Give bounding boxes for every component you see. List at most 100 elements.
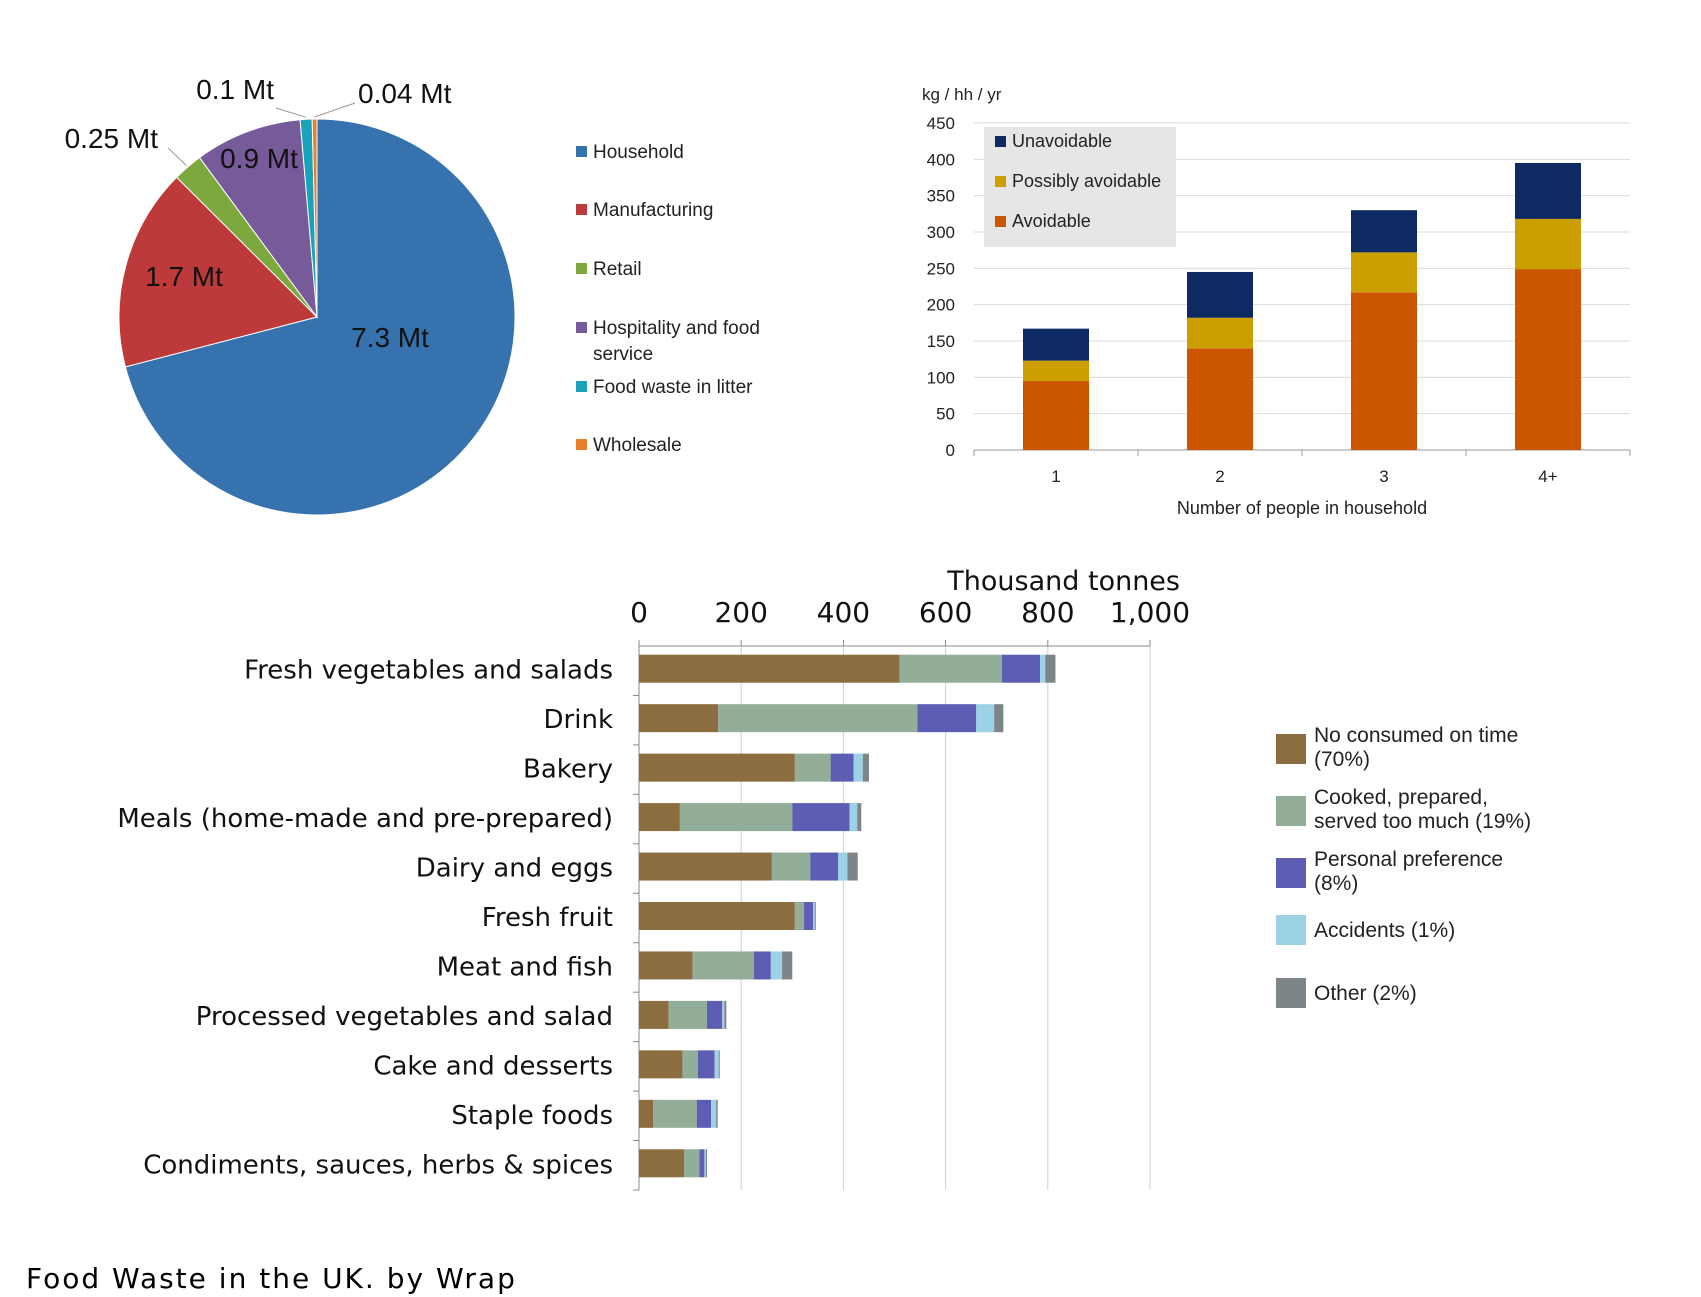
bar-segment-no-consumed-on-time-70-staple-foods xyxy=(639,1099,654,1128)
bar-segment-other-2-condiments-sauces-herbs-spices xyxy=(705,1149,707,1178)
pie-slice-manufacturing xyxy=(118,176,318,368)
bar-x-tick-label: 0 xyxy=(630,596,648,629)
column-y-tick-label: 150 xyxy=(927,332,955,351)
pie-legend-swatch-food-waste-in-litter xyxy=(576,381,587,392)
pie-legend-label-household: Household xyxy=(593,142,684,163)
pie-legend-label-service: service xyxy=(593,344,653,365)
column-legend-label-possibly-avoidable: Possibly avoidable xyxy=(1012,171,1161,191)
pie-value-label-wholesale: 0.04 Mt xyxy=(358,78,452,109)
pie-slice-household xyxy=(124,118,516,516)
column-bar-avoidable-4 xyxy=(1515,269,1581,450)
pie-legend-label-food-waste-in-litter: Food waste in litter xyxy=(593,377,753,398)
bar-category-label-condiments-sauces-herbs-spices: Condiments, sauces, herbs & spices xyxy=(143,1150,613,1180)
column-y-tick-label: 50 xyxy=(936,405,955,424)
pie-value-label-manufacturing: 1.7 Mt xyxy=(145,261,223,292)
column-bar-avoidable-1 xyxy=(1023,380,1089,450)
column-bar-possibly-avoidable-4 xyxy=(1515,218,1581,270)
bar-legend-swatch-other-2 xyxy=(1276,978,1306,1008)
bar-category-label-staple-foods: Staple foods xyxy=(451,1101,613,1131)
bar-segment-personal-preference-8-cake-and-desserts xyxy=(697,1050,715,1079)
bar-segment-other-2-fresh-vegetables-and-salads xyxy=(1045,654,1056,683)
bar-segment-other-2-bakery xyxy=(862,753,869,782)
column-legend-label-avoidable: Avoidable xyxy=(1012,211,1091,231)
bar-segment-cooked-prepared-served-too-much-19-cake-and-desserts xyxy=(682,1050,698,1079)
bar-segment-no-consumed-on-time-70-cake-and-desserts xyxy=(639,1050,683,1079)
bar-x-tick-label: 800 xyxy=(1021,596,1074,629)
column-x-axis-label: Number of people in household xyxy=(1177,498,1427,518)
bar-legend-label: Cooked, prepared, xyxy=(1314,786,1488,809)
bar-x-tick-label: 1,000 xyxy=(1110,596,1190,629)
bar-legend-label: (8%) xyxy=(1314,872,1358,895)
column-x-tick-label: 3 xyxy=(1379,467,1388,486)
bar-legend-swatch-personal-preference-8 xyxy=(1276,858,1306,888)
footer-title: Food Waste in the UK. by Wrap xyxy=(26,1262,517,1295)
column-legend-label-unavoidable: Unavoidable xyxy=(1012,131,1112,151)
bar-segment-personal-preference-8-condiments-sauces-herbs-spices xyxy=(699,1149,705,1178)
bar-segment-cooked-prepared-served-too-much-19-staple-foods xyxy=(653,1099,697,1128)
bar-category-label-meat-and-fish: Meat and fish xyxy=(437,952,613,982)
column-bar-possibly-avoidable-3 xyxy=(1351,252,1417,293)
bar-segment-no-consumed-on-time-70-meat-and-fish xyxy=(639,951,693,980)
bar-segment-other-2-staple-foods xyxy=(716,1099,718,1128)
food-category-legend: No consumed on time(70%) Cooked, prepared… xyxy=(1276,724,1531,1008)
bar-segment-other-2-fresh-fruit xyxy=(814,902,816,930)
bar-legend-label: served too much (19%) xyxy=(1314,810,1531,833)
pie-slice-wholesale xyxy=(311,118,318,318)
bar-segment-accidents-1-meals-home-made-and-pre-prepared xyxy=(849,803,858,832)
bar-segment-accidents-1-processed-vegetables-and-salad xyxy=(722,1000,725,1029)
bar-category-label-fresh-fruit: Fresh fruit xyxy=(482,903,613,933)
column-y-tick-label: 450 xyxy=(927,114,955,133)
bar-segment-accidents-1-fresh-vegetables-and-salads xyxy=(1040,654,1046,683)
bar-x-axis-label: Thousand tonnes xyxy=(946,566,1180,597)
bar-segment-other-2-meals-home-made-and-pre-prepared xyxy=(857,803,862,832)
bar-legend-label: Accidents (1%) xyxy=(1314,919,1455,942)
column-y-tick-label: 100 xyxy=(927,368,955,387)
bar-segment-other-2-cake-and-desserts xyxy=(718,1050,720,1079)
bar-segment-accidents-1-dairy-and-eggs xyxy=(838,852,848,881)
bar-segment-accidents-1-drink xyxy=(976,704,995,733)
bar-segment-personal-preference-8-staple-foods xyxy=(696,1099,712,1128)
bar-legend-label: (70%) xyxy=(1314,748,1370,771)
bar-segment-other-2-dairy-and-eggs xyxy=(847,852,858,881)
bar-category-label-meals-home-made-and-pre-prepared: Meals (home-made and pre-prepared) xyxy=(117,804,613,834)
bar-segment-personal-preference-8-processed-vegetables-and-salad xyxy=(706,1000,723,1029)
bar-segment-personal-preference-8-dairy-and-eggs xyxy=(810,852,839,881)
bar-segment-accidents-1-condiments-sauces-herbs-spices xyxy=(704,1149,706,1178)
bar-segment-other-2-drink xyxy=(994,704,1004,733)
column-y-tick-label: 200 xyxy=(927,296,955,315)
bar-x-tick-label: 400 xyxy=(817,596,870,629)
bar-segment-cooked-prepared-served-too-much-19-dairy-and-eggs xyxy=(771,852,811,881)
bar-segment-cooked-prepared-served-too-much-19-meals-home-made-and-pre-prepared xyxy=(679,803,793,832)
bar-category-label-bakery: Bakery xyxy=(523,755,613,785)
pie-leader-line-retail xyxy=(167,147,187,166)
bar-category-label-drink: Drink xyxy=(544,705,613,735)
column-y-axis-label: kg / hh / yr xyxy=(922,85,1002,104)
bar-legend-swatch-accidents-1 xyxy=(1276,915,1306,945)
column-bar-unavoidable-2 xyxy=(1187,271,1253,318)
pie-legend-label-retail: Retail xyxy=(593,259,642,280)
bar-segment-no-consumed-on-time-70-meals-home-made-and-pre-prepared xyxy=(639,803,680,832)
pie-legend-swatch-manufacturing xyxy=(576,204,587,215)
column-x-tick-label: 2 xyxy=(1215,467,1224,486)
pie-legend-swatch-hospitality-and-food xyxy=(576,322,587,333)
column-bar-possibly-avoidable-2 xyxy=(1187,317,1253,349)
column-x-tick-label: 4+ xyxy=(1538,467,1557,486)
pie-value-label-retail: 0.25 Mt xyxy=(65,123,159,154)
bar-segment-other-2-processed-vegetables-and-salad xyxy=(724,1000,727,1029)
bar-category-label-fresh-vegetables-and-salads: Fresh vegetables and salads xyxy=(244,656,613,686)
bar-segment-no-consumed-on-time-70-condiments-sauces-herbs-spices xyxy=(639,1149,684,1178)
bar-x-tick-label: 600 xyxy=(919,596,972,629)
bar-segment-accidents-1-meat-and-fish xyxy=(770,951,783,980)
bar-segment-no-consumed-on-time-70-dairy-and-eggs xyxy=(639,852,772,881)
bar-segment-cooked-prepared-served-too-much-19-fresh-vegetables-and-salads xyxy=(899,654,1002,683)
column-legend-swatch-possibly-avoidable xyxy=(995,176,1006,187)
column-y-tick-label: 300 xyxy=(927,223,955,242)
column-y-tick-label: 400 xyxy=(927,150,955,169)
column-y-tick-label: 250 xyxy=(927,259,955,278)
bar-category-label-dairy-and-eggs: Dairy and eggs xyxy=(416,854,613,884)
pie-leader-line-food-waste-in-litter xyxy=(275,107,307,118)
column-x-tick-label: 1 xyxy=(1051,467,1060,486)
bar-segment-accidents-1-staple-foods xyxy=(711,1099,717,1128)
pie-legend: Household Manufacturing Retail Hospitality … xyxy=(576,142,760,456)
